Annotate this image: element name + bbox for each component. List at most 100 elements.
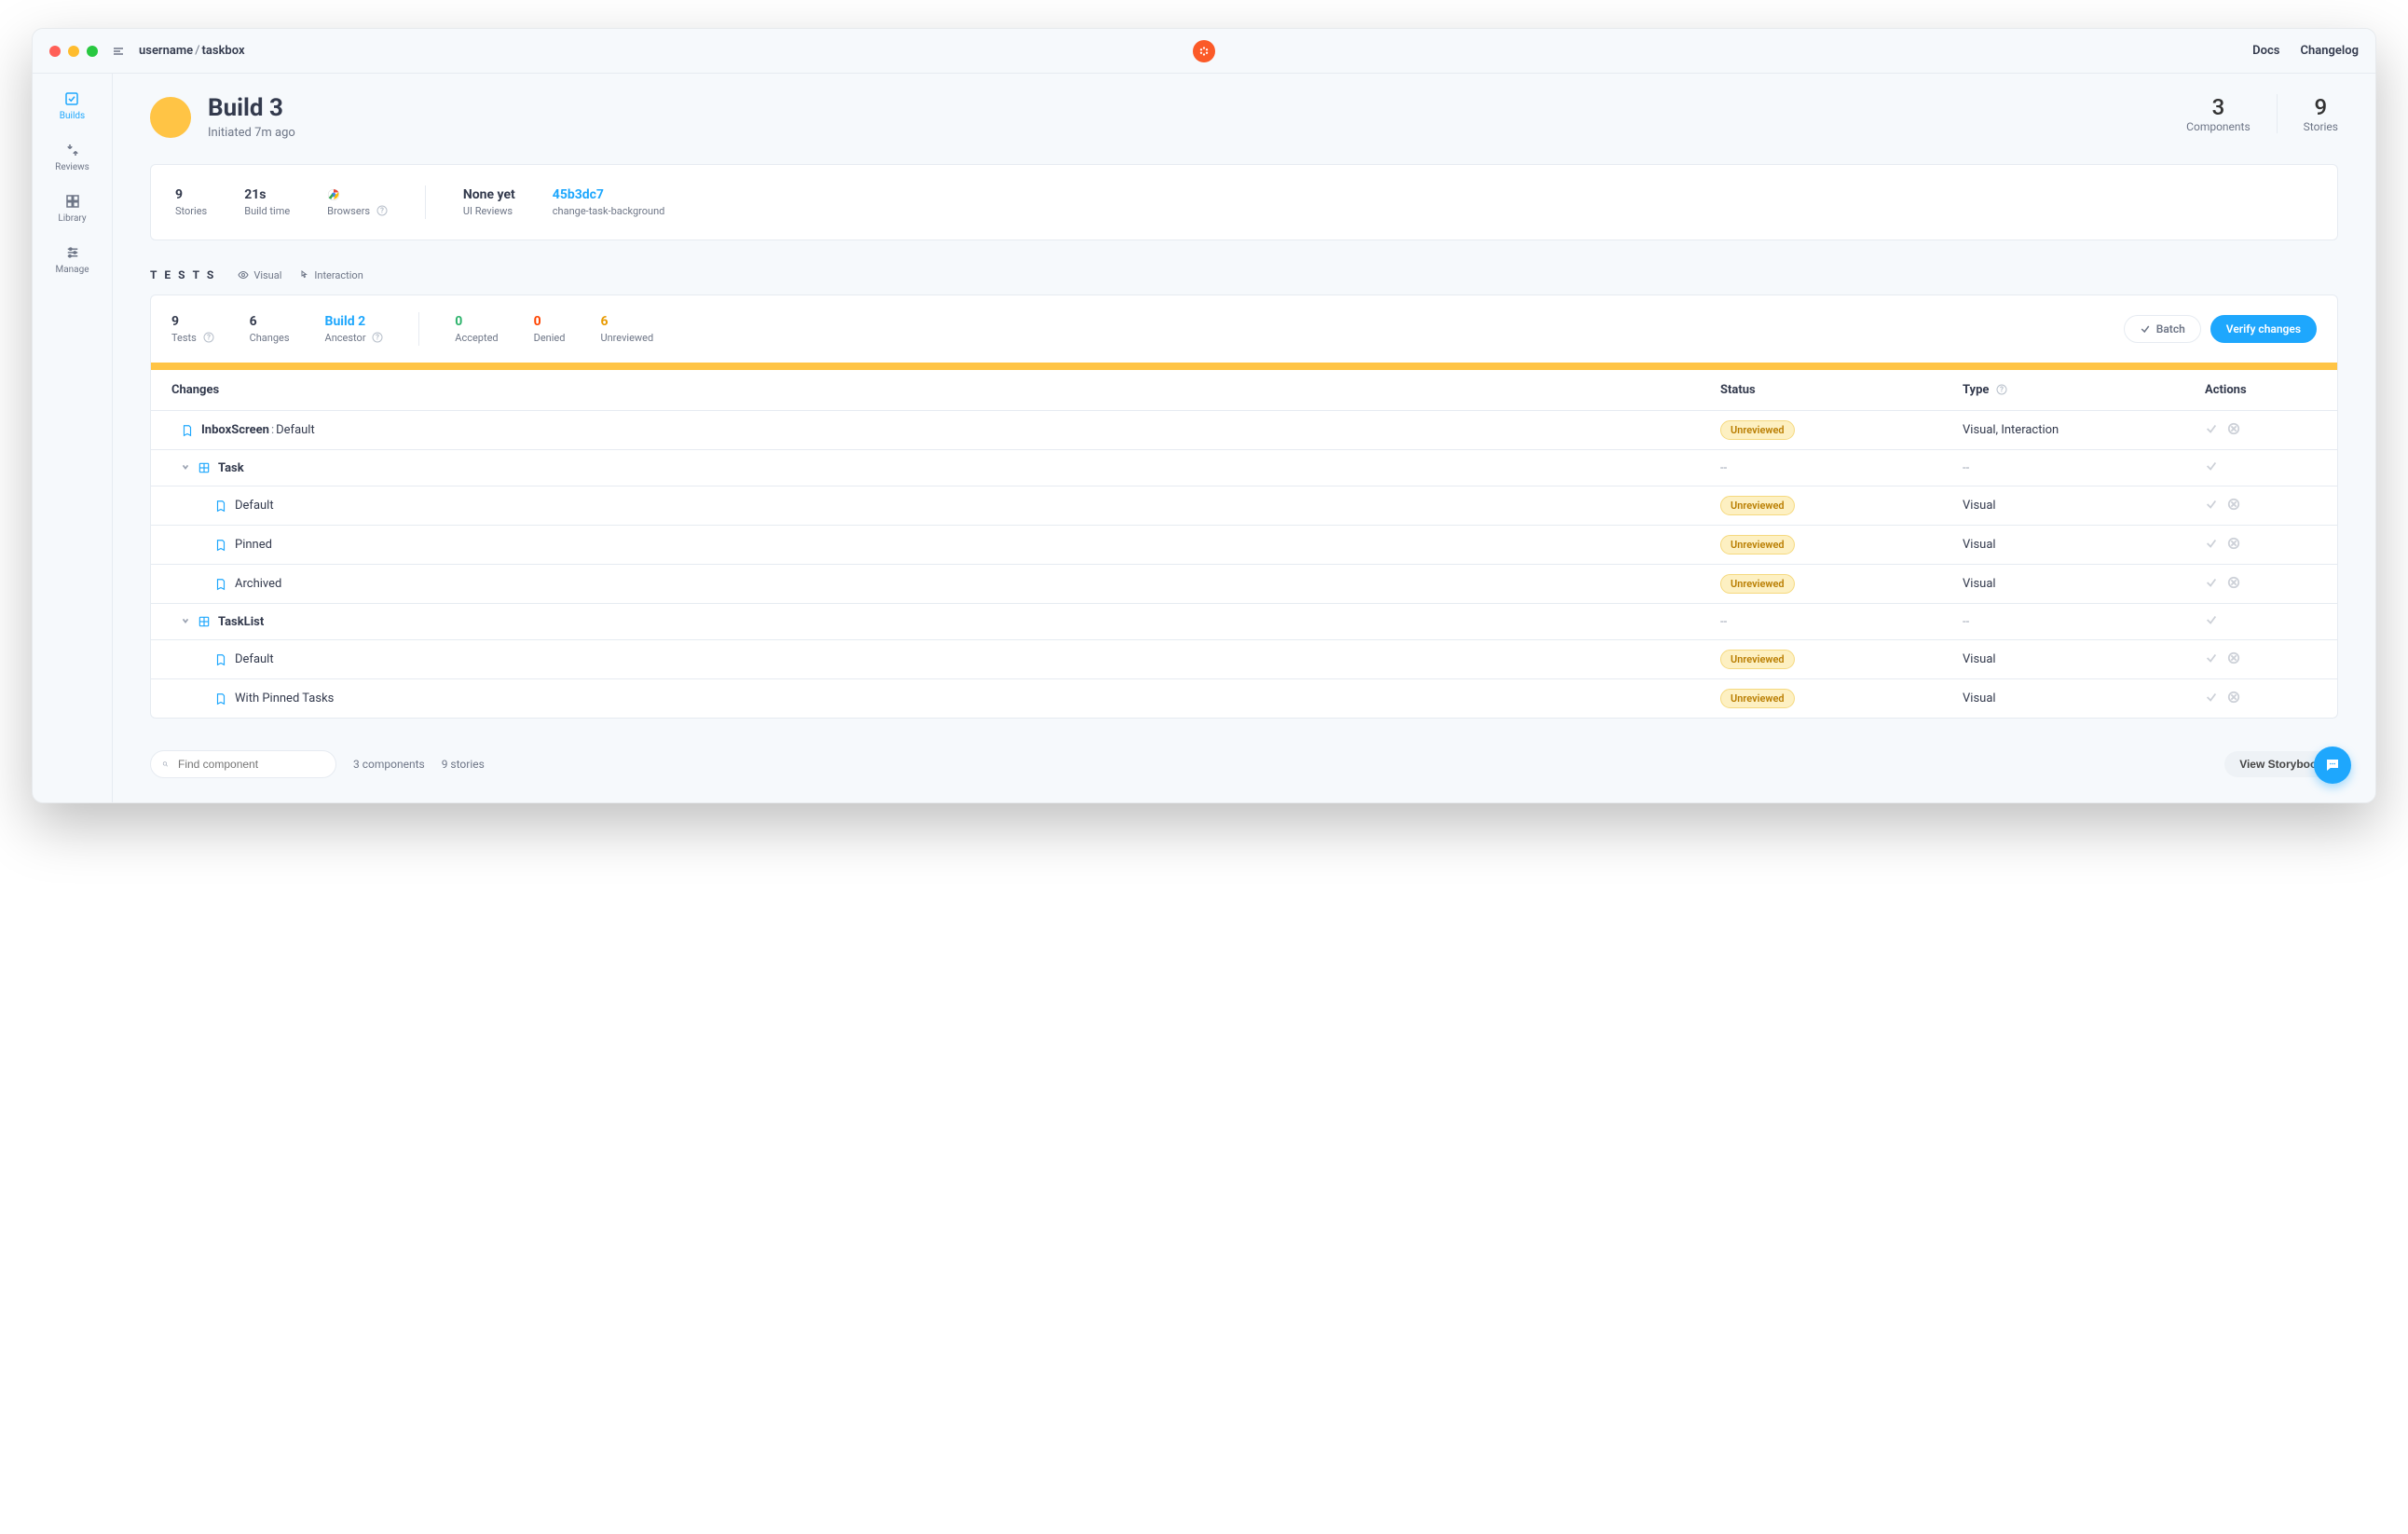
minimize-window-icon[interactable] (68, 46, 79, 57)
story-icon (214, 692, 227, 705)
table-row[interactable]: DefaultUnreviewedVisual (151, 640, 2337, 679)
ancestor-link[interactable]: Build 2 (325, 314, 384, 329)
row-actions (2205, 422, 2317, 439)
stat-value: 21s (244, 187, 290, 202)
table-row[interactable]: ArchivedUnreviewedVisual (151, 565, 2337, 604)
accept-icon[interactable] (2205, 576, 2218, 593)
stat-label: Unreviewed (600, 332, 653, 344)
col-header-type: Type ? (1963, 383, 2205, 397)
commit-hash-link[interactable]: 45b3dc7 (553, 187, 665, 202)
deny-icon[interactable] (2227, 537, 2240, 554)
sidebar: Builds Reviews Library Manage (33, 74, 113, 802)
stat-value: 9 (171, 314, 214, 329)
filter-label: Visual (253, 269, 281, 281)
topbar: username/taskbox Docs Changelog (33, 29, 2375, 74)
nav-changelog[interactable]: Changelog (2300, 44, 2359, 58)
sidebar-item-builds[interactable]: Builds (60, 90, 85, 121)
table-row[interactable]: Task---- (151, 450, 2337, 486)
row-status: -- (1720, 461, 1963, 475)
accept-icon[interactable] (2205, 613, 2218, 630)
sidebar-label: Reviews (55, 162, 89, 172)
filter-interaction[interactable]: Interaction (298, 269, 363, 281)
verify-changes-button[interactable]: Verify changes (2210, 315, 2317, 343)
stat-buildtime: 21s Build time (244, 187, 290, 217)
nav-docs[interactable]: Docs (2252, 44, 2279, 58)
table-row[interactable]: InboxScreen:DefaultUnreviewedVisual, Int… (151, 411, 2337, 450)
search-input-wrapper[interactable] (150, 750, 336, 778)
story-icon (214, 653, 227, 666)
menu-icon[interactable] (111, 44, 126, 59)
button-label: Verify changes (2226, 322, 2301, 336)
row-type: Visual (1963, 499, 2205, 513)
help-icon[interactable]: ? (203, 332, 214, 343)
accept-icon[interactable] (2205, 651, 2218, 668)
deny-icon[interactable] (2227, 576, 2240, 593)
help-icon[interactable]: ? (376, 205, 388, 216)
stat-label: Ancestor (325, 332, 366, 344)
help-icon[interactable]: ? (1996, 384, 2007, 395)
sidebar-item-reviews[interactable]: Reviews (55, 142, 89, 172)
component-icon (198, 461, 211, 474)
maximize-window-icon[interactable] (87, 46, 98, 57)
stat-uireviews: None yet UI Reviews (463, 187, 515, 217)
sidebar-item-manage[interactable]: Manage (55, 244, 89, 275)
status-badge: Unreviewed (1720, 420, 1795, 440)
filter-visual[interactable]: Visual (238, 269, 281, 281)
col-header-actions: Actions (2205, 383, 2317, 397)
table-row[interactable]: PinnedUnreviewedVisual (151, 526, 2337, 565)
table-header: Changes Status Type ? Actions (151, 370, 2337, 411)
divider (2277, 94, 2278, 133)
status-badge: Unreviewed (1720, 650, 1795, 669)
row-story-name: Default (276, 423, 315, 437)
accept-icon[interactable] (2205, 691, 2218, 707)
components-count-value: 3 (2186, 94, 2251, 120)
row-status: Unreviewed (1720, 574, 1963, 594)
accept-icon[interactable] (2205, 498, 2218, 514)
search-input[interactable] (176, 757, 324, 772)
breadcrumb[interactable]: username/taskbox (139, 44, 245, 58)
table-row[interactable]: With Pinned TasksUnreviewedVisual (151, 679, 2337, 718)
stat-value: 0 (455, 314, 498, 329)
stat-accepted: 0 Accepted (455, 314, 498, 344)
row-actions (2205, 537, 2317, 554)
stat-label: Tests (171, 332, 197, 344)
stories-count-label: Stories (2304, 120, 2338, 133)
components-count: 3 Components (2186, 94, 2251, 133)
stat-browsers: Browsers ? (327, 187, 388, 217)
chevron-down-icon[interactable] (181, 615, 190, 629)
help-icon[interactable]: ? (372, 332, 383, 343)
table-row[interactable]: DefaultUnreviewedVisual (151, 486, 2337, 526)
deny-icon[interactable] (2227, 651, 2240, 668)
accept-icon[interactable] (2205, 422, 2218, 439)
deny-icon[interactable] (2227, 498, 2240, 514)
breadcrumb-user: username (139, 44, 193, 58)
accept-icon[interactable] (2205, 537, 2218, 554)
chevron-down-icon[interactable] (181, 461, 190, 475)
check-icon (2140, 323, 2151, 335)
stat-value: None yet (463, 187, 515, 202)
stat-unreviewed: 6 Unreviewed (600, 314, 653, 344)
chat-fab[interactable] (2314, 746, 2351, 784)
stat-label: UI Reviews (463, 205, 515, 217)
row-type: -- (1963, 461, 2205, 475)
stories-count: 9 Stories (2304, 94, 2338, 133)
chromatic-logo[interactable] (1193, 40, 1215, 62)
sidebar-item-library[interactable]: Library (58, 193, 86, 224)
window-controls (49, 46, 98, 57)
row-component-name: InboxScreen (201, 423, 269, 437)
close-window-icon[interactable] (49, 46, 61, 57)
batch-button[interactable]: Batch (2124, 315, 2201, 343)
story-icon (181, 424, 194, 437)
table-row[interactable]: TaskList---- (151, 604, 2337, 640)
row-name: Archived (235, 577, 281, 591)
footer-stories-count: 9 stories (442, 758, 485, 771)
deny-icon[interactable] (2227, 691, 2240, 707)
pointer-icon (298, 269, 309, 281)
stat-label: Changes (250, 332, 290, 344)
deny-icon[interactable] (2227, 422, 2240, 439)
stat-label: Denied (534, 332, 566, 344)
stat-ancestor: Build 2 Ancestor ? (325, 314, 384, 344)
row-status: Unreviewed (1720, 420, 1963, 440)
accept-icon[interactable] (2205, 459, 2218, 476)
row-name: TaskList (218, 615, 264, 629)
